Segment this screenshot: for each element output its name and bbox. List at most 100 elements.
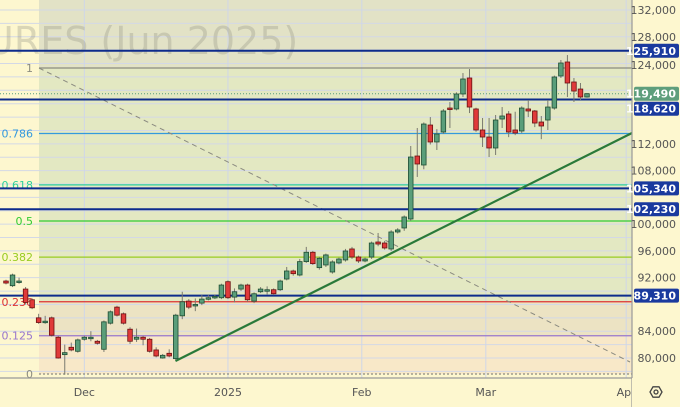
candle-body — [414, 155, 420, 165]
candle — [186, 299, 192, 310]
time-axis[interactable] — [0, 378, 632, 407]
y-tick-label: 124,000 — [631, 59, 677, 72]
y-tick-label: 132,000 — [631, 4, 677, 17]
candle — [199, 295, 205, 306]
candle-body — [388, 231, 394, 250]
candle-body — [577, 88, 584, 98]
candle-body — [525, 108, 531, 112]
candle-body — [127, 328, 133, 342]
candle-body — [94, 340, 101, 344]
y-tick-label: 80,000 — [638, 352, 677, 365]
level-price-label: 105,340 — [626, 181, 679, 196]
gear-hexagon — [649, 386, 663, 398]
candle-body — [68, 346, 74, 351]
candle — [9, 273, 16, 288]
candle — [257, 287, 264, 294]
level-price-label-text: 89,310 — [634, 290, 677, 303]
candle-body — [342, 250, 349, 261]
fib-level-label: 0.125 — [2, 330, 34, 343]
candle — [107, 310, 114, 325]
candle-body — [120, 313, 127, 324]
candle-body — [146, 338, 153, 352]
y-tick-label: 108,000 — [631, 165, 677, 178]
candle — [525, 100, 531, 118]
candle — [421, 122, 427, 170]
candle — [408, 145, 414, 221]
candle-body — [238, 284, 244, 290]
candle — [381, 240, 388, 250]
candle-body — [35, 317, 42, 323]
x-tick-label: 2025 — [214, 386, 242, 399]
candle — [22, 287, 29, 305]
candle-body — [225, 281, 231, 299]
candle — [368, 241, 375, 259]
candle — [68, 342, 74, 352]
candle — [355, 255, 362, 263]
level-price-label-text: 118,620 — [626, 103, 676, 116]
candle-body — [479, 129, 486, 138]
candle — [558, 59, 564, 78]
current-price-label-bg — [634, 86, 679, 101]
candle-body — [212, 296, 218, 299]
candle-body — [394, 229, 401, 233]
candle-body — [303, 251, 309, 263]
candle — [427, 117, 434, 145]
candle — [342, 248, 349, 262]
candle — [166, 349, 172, 358]
candle — [401, 215, 407, 231]
candle-body — [492, 119, 499, 149]
candle-body — [29, 299, 35, 309]
candle-body — [584, 93, 590, 98]
candle — [192, 298, 199, 312]
candle-body — [114, 306, 120, 316]
candle-body — [133, 336, 140, 340]
level-price-label-bg — [634, 181, 679, 196]
candle — [48, 316, 55, 337]
candle-body — [545, 106, 551, 121]
candle-body — [532, 110, 538, 124]
candle-body — [466, 77, 473, 108]
level-price-label-bg — [634, 202, 679, 217]
candle — [35, 313, 42, 324]
candle — [297, 258, 303, 277]
candle — [434, 129, 440, 150]
candle — [153, 347, 159, 358]
candle — [290, 269, 296, 276]
fib-diagonal-line — [38, 67, 631, 363]
candle-body — [297, 261, 303, 276]
candle-body — [381, 242, 388, 249]
candle — [140, 335, 146, 346]
candle — [133, 328, 140, 342]
candle-body — [368, 242, 375, 258]
y-tick-label: 100,000 — [631, 218, 677, 231]
candle — [394, 228, 401, 234]
candle-body — [277, 280, 283, 291]
candle — [251, 292, 257, 304]
candle-body — [473, 108, 479, 131]
candle-body — [505, 113, 512, 133]
candle-body — [512, 129, 518, 134]
candle-body — [166, 352, 172, 357]
candle — [466, 69, 473, 114]
candle-body — [421, 123, 427, 166]
zone-fib-lower — [39, 335, 632, 374]
candle — [499, 107, 505, 128]
candle-body — [316, 257, 323, 269]
candle — [225, 280, 231, 300]
candle-body — [447, 107, 453, 110]
candle-body — [88, 336, 94, 340]
candle-body — [186, 300, 192, 308]
candle — [114, 305, 120, 317]
candle — [75, 338, 81, 353]
current-price-label-text: 119,490 — [626, 88, 676, 101]
gear-icon[interactable] — [649, 386, 663, 398]
level-price-label: 89,310 — [634, 288, 679, 303]
candle — [146, 337, 153, 353]
candle — [94, 339, 101, 345]
candle — [473, 107, 479, 132]
trendline[interactable] — [174, 132, 633, 362]
gear-center — [653, 389, 659, 395]
candle-body — [290, 270, 296, 275]
